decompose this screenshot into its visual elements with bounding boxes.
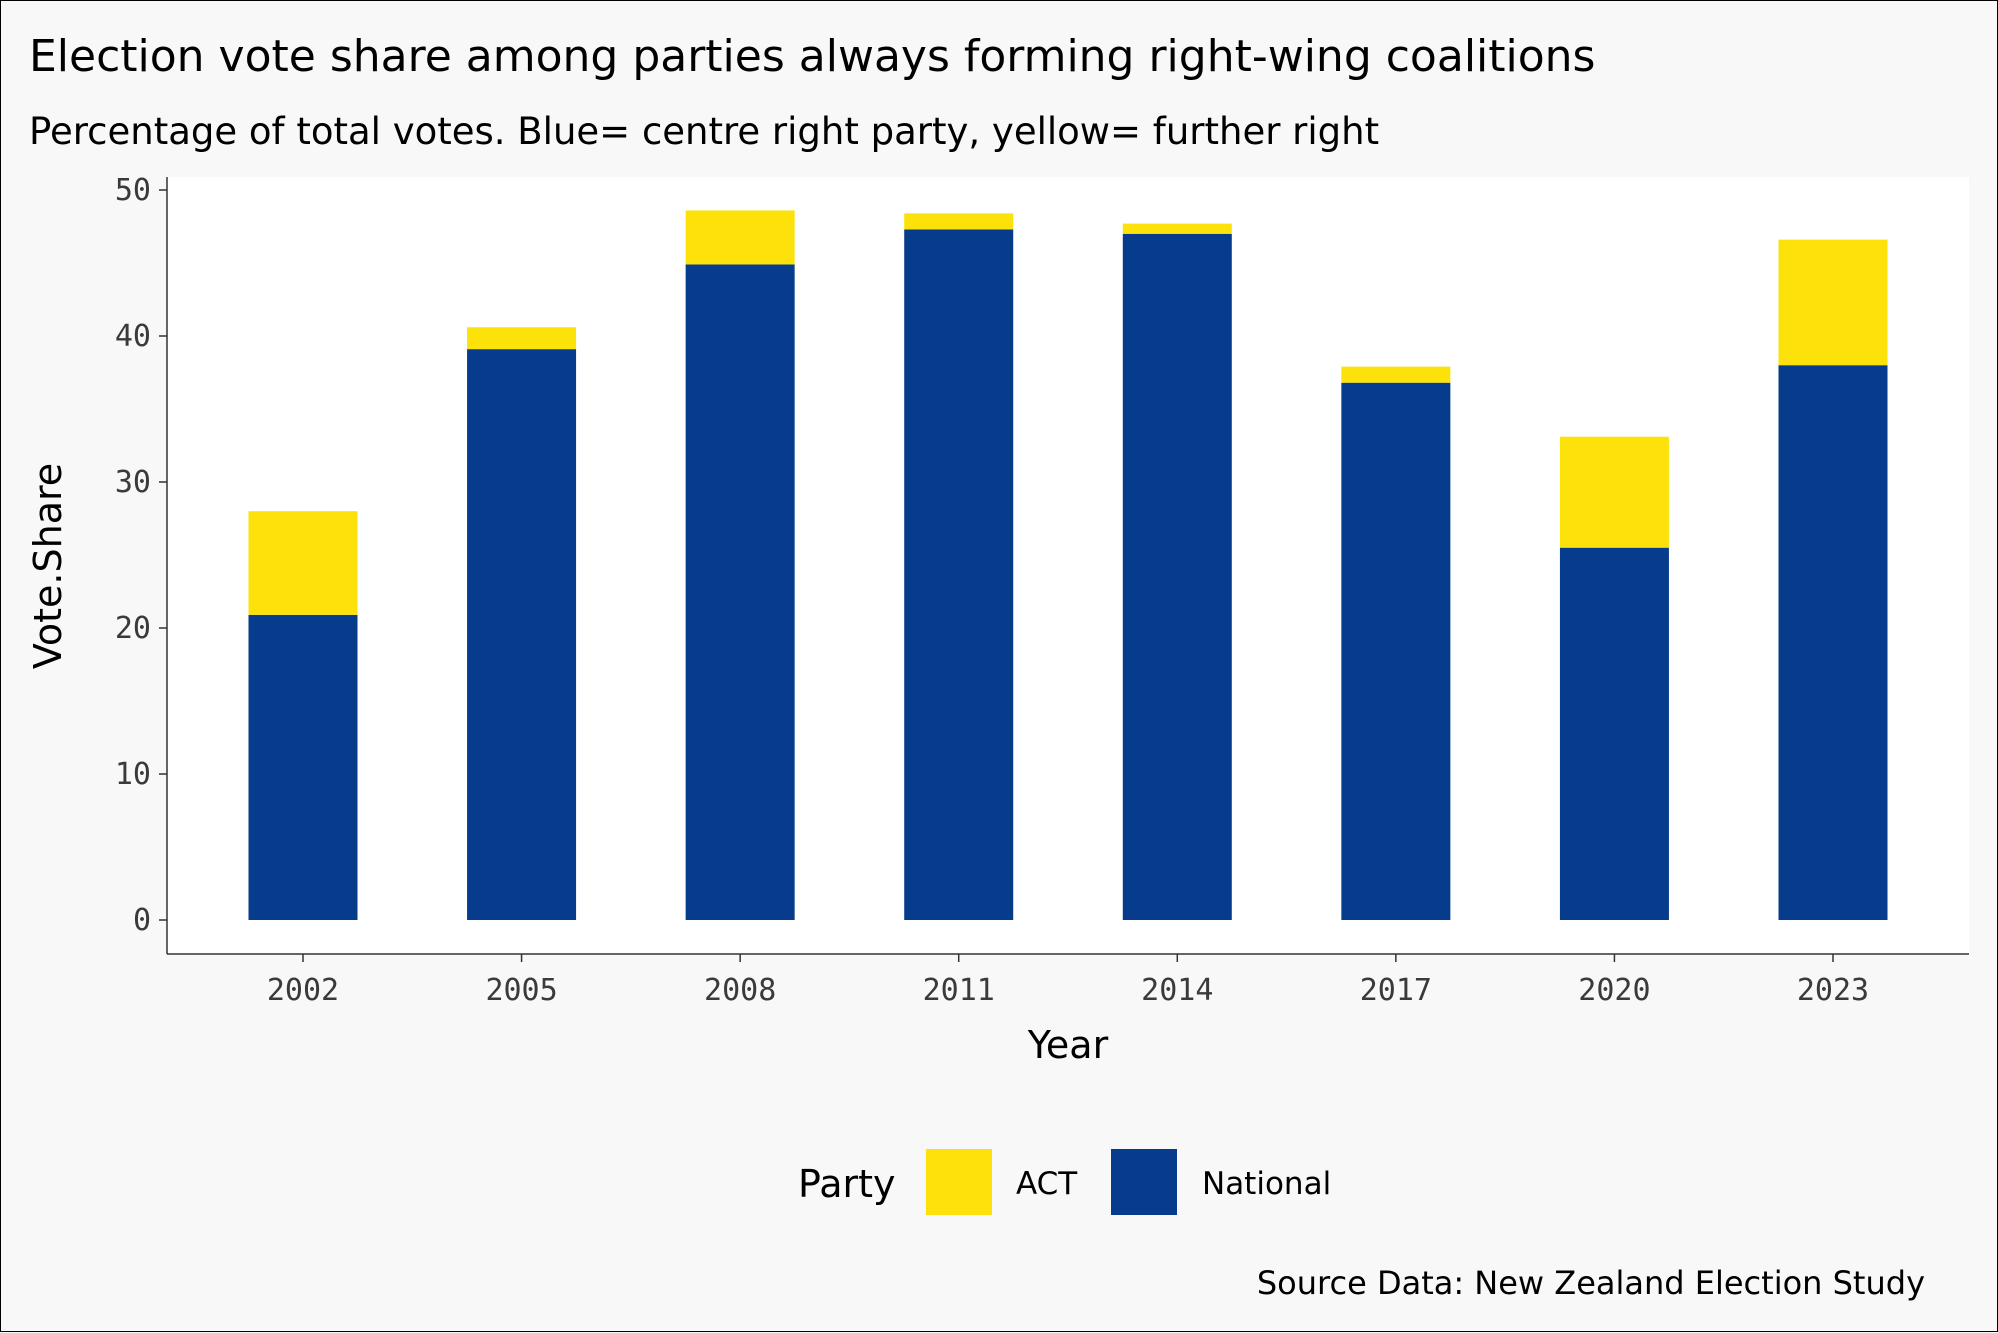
legend-label-act: ACT <box>1016 1166 1078 1202</box>
bar-act-2023 <box>1778 239 1888 366</box>
bar-act-2005 <box>467 327 577 350</box>
x-tick-label-2011: 2011 <box>923 973 995 1008</box>
y-tick-label-30: 30 <box>115 465 151 500</box>
y-tick-label-20: 20 <box>115 611 151 646</box>
x-ticks-group: 2002 2005 2008 2011 2014 2017 2020 2023 <box>267 954 1869 1008</box>
legend-label-national: National <box>1202 1166 1331 1202</box>
legend-swatch-act <box>926 1149 992 1215</box>
x-tick-label-2005: 2005 <box>485 973 557 1008</box>
bar-national-2014 <box>1122 233 1232 921</box>
x-tick-label-2014: 2014 <box>1141 973 1213 1008</box>
x-axis-title: Year <box>1027 1023 1109 1067</box>
bar-national-2023 <box>1778 365 1888 920</box>
bar-national-2005 <box>467 349 577 920</box>
bar-national-2017 <box>1341 382 1451 921</box>
bar-national-2020 <box>1559 547 1669 920</box>
legend-swatch-national <box>1111 1149 1177 1215</box>
bar-act-2014 <box>1122 223 1232 234</box>
y-tick-label-10: 10 <box>115 757 151 792</box>
bar-act-2011 <box>904 213 1014 230</box>
chart-title: Election vote share among parties always… <box>29 31 1595 82</box>
y-axis-title: Vote.Share <box>26 463 70 669</box>
x-tick-label-2020: 2020 <box>1578 973 1650 1008</box>
x-tick-label-2023: 2023 <box>1797 973 1869 1008</box>
bar-national-2011 <box>904 229 1014 921</box>
y-tick-label-0: 0 <box>133 903 151 938</box>
legend: Party ACT National <box>798 1149 1331 1215</box>
y-ticks-group: 0 10 20 30 40 50 <box>115 173 167 938</box>
y-tick-label-40: 40 <box>115 319 151 354</box>
bar-national-2002 <box>248 614 358 920</box>
bars-group <box>248 210 1888 921</box>
bar-act-2017 <box>1341 366 1451 383</box>
plot-panel <box>167 177 1969 954</box>
x-tick-label-2008: 2008 <box>704 973 776 1008</box>
x-tick-label-2017: 2017 <box>1360 973 1432 1008</box>
legend-title: Party <box>798 1162 896 1206</box>
bar-national-2008 <box>685 264 795 921</box>
x-tick-label-2002: 2002 <box>267 973 339 1008</box>
bar-act-2002 <box>248 511 358 615</box>
bar-act-2020 <box>1559 436 1669 548</box>
chart-subtitle: Percentage of total votes. Blue= centre … <box>29 110 1379 153</box>
bar-act-2008 <box>685 210 795 265</box>
chart-caption: Source Data: New Zealand Election Study <box>1257 1264 1925 1302</box>
y-tick-label-50: 50 <box>115 173 151 208</box>
